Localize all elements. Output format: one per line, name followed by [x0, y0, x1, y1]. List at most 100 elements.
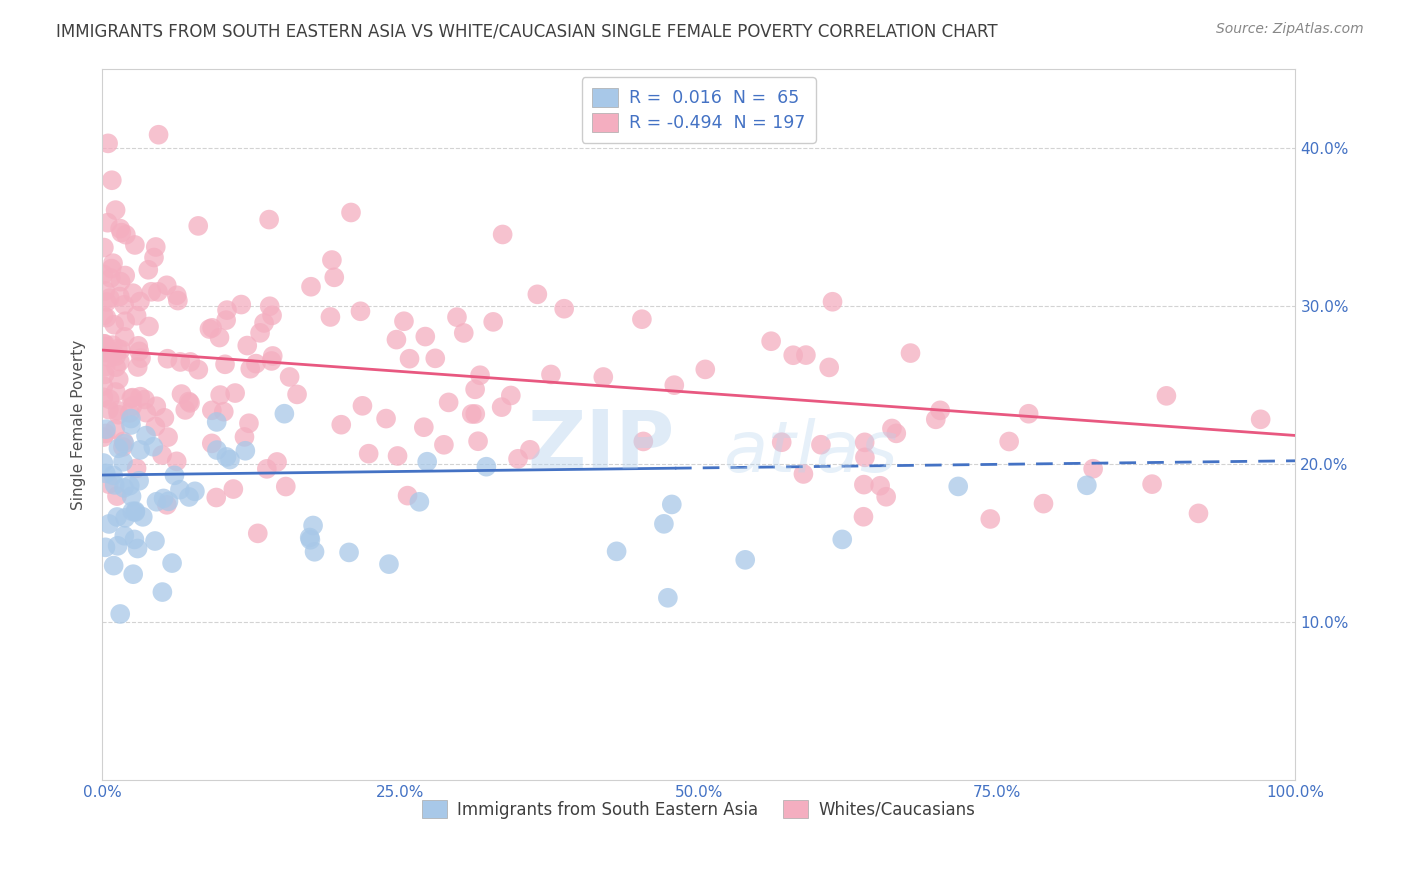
Point — [818, 360, 841, 375]
Point — [107, 372, 129, 386]
Point — [792, 467, 814, 481]
Point — [163, 468, 186, 483]
Point — [214, 357, 236, 371]
Point — [491, 400, 513, 414]
Point — [121, 489, 143, 503]
Point — [852, 477, 875, 491]
Point — [233, 443, 256, 458]
Point — [606, 544, 628, 558]
Point — [145, 419, 167, 434]
Point — [100, 261, 122, 276]
Point — [138, 319, 160, 334]
Point — [142, 440, 165, 454]
Point — [108, 354, 131, 368]
Point — [108, 607, 131, 621]
Point — [519, 442, 541, 457]
Point — [98, 291, 121, 305]
Point — [770, 435, 793, 450]
Point — [145, 399, 167, 413]
Point — [979, 512, 1001, 526]
Point — [104, 384, 127, 399]
Point — [553, 301, 575, 316]
Point — [127, 541, 149, 556]
Point — [112, 298, 135, 312]
Point — [853, 450, 876, 465]
Point — [385, 333, 408, 347]
Point — [114, 436, 136, 450]
Point — [464, 382, 486, 396]
Point — [110, 343, 132, 357]
Point — [101, 256, 124, 270]
Point — [205, 443, 228, 458]
Point — [298, 531, 321, 545]
Point — [177, 490, 200, 504]
Point — [285, 387, 308, 401]
Point — [352, 399, 374, 413]
Point — [129, 294, 152, 309]
Point — [108, 221, 131, 235]
Point — [127, 359, 149, 374]
Point — [93, 337, 115, 351]
Point — [387, 449, 409, 463]
Point — [120, 417, 142, 432]
Point — [146, 285, 169, 299]
Point — [143, 534, 166, 549]
Point — [398, 351, 420, 366]
Point — [323, 270, 346, 285]
Point — [319, 310, 342, 324]
Point — [104, 478, 127, 492]
Point — [94, 426, 117, 441]
Point — [396, 489, 419, 503]
Point — [100, 271, 122, 285]
Point — [1250, 412, 1272, 426]
Point — [105, 349, 128, 363]
Point — [759, 334, 782, 349]
Point — [108, 289, 131, 303]
Point — [187, 219, 209, 233]
Point — [224, 386, 246, 401]
Point — [219, 452, 242, 467]
Point — [467, 434, 489, 449]
Point — [853, 435, 876, 450]
Point — [132, 509, 155, 524]
Point — [101, 173, 124, 187]
Point — [299, 279, 322, 293]
Point — [506, 451, 529, 466]
Point — [112, 481, 135, 495]
Point — [169, 355, 191, 369]
Point — [177, 394, 200, 409]
Point — [110, 226, 132, 240]
Point — [852, 509, 875, 524]
Point — [152, 491, 174, 506]
Point — [129, 390, 152, 404]
Point — [205, 491, 228, 505]
Point — [93, 309, 115, 323]
Y-axis label: Single Female Poverty: Single Female Poverty — [72, 339, 86, 509]
Point — [101, 338, 124, 352]
Point — [657, 591, 679, 605]
Point — [259, 299, 281, 313]
Point — [794, 348, 817, 362]
Point — [526, 287, 548, 301]
Point — [134, 392, 156, 407]
Point — [900, 346, 922, 360]
Point — [135, 428, 157, 442]
Point — [118, 406, 141, 420]
Point — [166, 288, 188, 302]
Point — [273, 407, 295, 421]
Point — [101, 468, 124, 483]
Point — [101, 347, 124, 361]
Point — [884, 426, 907, 441]
Point — [93, 456, 115, 470]
Point — [998, 434, 1021, 449]
Point — [128, 344, 150, 359]
Point — [93, 241, 115, 255]
Point — [93, 268, 115, 282]
Point — [378, 557, 401, 571]
Point — [482, 315, 505, 329]
Point — [821, 294, 844, 309]
Point — [94, 359, 117, 374]
Point — [93, 379, 115, 393]
Point — [129, 351, 152, 365]
Point — [114, 511, 136, 525]
